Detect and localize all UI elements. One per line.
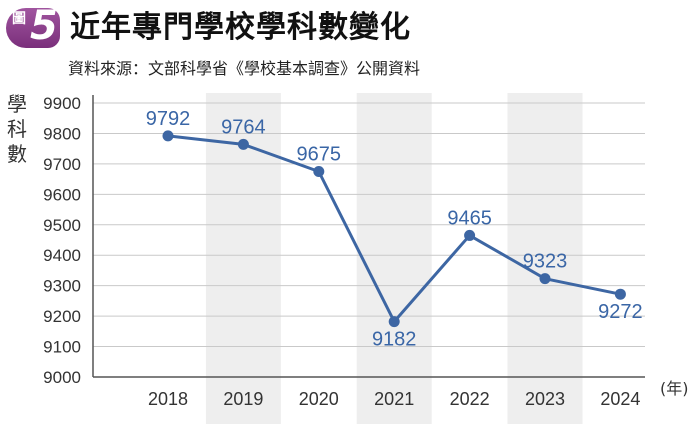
data-label-2021: 9182 (372, 329, 417, 351)
data-point-2020 (313, 166, 325, 177)
y-tick-9500: 9500 (43, 216, 81, 235)
category-band-2023 (507, 93, 583, 424)
y-tick-9400: 9400 (43, 246, 81, 265)
x-tick-2024: 2024 (600, 389, 640, 409)
category-bands (205, 93, 583, 424)
y-tick-9900: 9900 (43, 94, 81, 113)
figure-badge-label: 圖 (12, 11, 26, 27)
x-tick-2019: 2019 (223, 389, 263, 409)
data-label-2023: 9323 (523, 251, 568, 273)
y-tick-9800: 9800 (43, 124, 81, 143)
data-point-2019 (237, 138, 249, 150)
chart-subtitle: 資料來源：文部科學省《學校基本調查》公開資料 (68, 59, 421, 78)
y-tick-9100: 9100 (43, 338, 81, 357)
y-tick-9700: 9700 (43, 155, 81, 174)
y-tick-9000: 9000 (43, 368, 81, 387)
data-point-2022 (464, 229, 476, 241)
data-point-2023 (539, 273, 551, 285)
data-label-2020: 9675 (297, 144, 342, 166)
x-tick-2018: 2018 (148, 389, 188, 409)
series-line-group (162, 130, 626, 328)
figure-badge: 圖 5 (6, 4, 60, 48)
x-tick-2020: 2020 (299, 389, 339, 409)
data-label-group: 9792 9764 9675 9182 9465 9323 9272 (146, 108, 643, 351)
data-point-2024 (614, 288, 626, 300)
data-label-2024: 9272 (598, 301, 643, 323)
chart-title: 近年專門學校學科數變化 (70, 10, 411, 45)
category-band-2021 (356, 93, 432, 424)
x-tick-2022: 2022 (450, 389, 490, 409)
data-label-2019: 9764 (221, 116, 266, 138)
data-point-2021 (388, 316, 400, 328)
data-point-2018 (162, 130, 174, 142)
axes (92, 95, 645, 378)
x-tick-2023: 2023 (525, 389, 565, 409)
data-label-2018: 9792 (146, 108, 191, 130)
x-tick-2021: 2021 (374, 389, 414, 409)
y-tick-9300: 9300 (43, 277, 81, 296)
x-axis-unit-label: (年) (660, 379, 689, 398)
y-tick-9200: 9200 (43, 307, 81, 326)
data-label-2022: 9465 (447, 207, 492, 229)
y-tick-9600: 9600 (43, 185, 81, 204)
chart-header: 圖 5 近年專門學校學科數變化 (6, 4, 696, 50)
y-tick-labels: 9000 9100 9200 9300 9400 9500 9600 9700 9800 9900 (43, 94, 81, 387)
x-tick-labels: 2018 2019 2020 2021 2022 2023 2024 (148, 389, 640, 409)
y-axis-label: 學科數 (7, 92, 27, 166)
figure-badge-number: 5 (30, 3, 58, 49)
